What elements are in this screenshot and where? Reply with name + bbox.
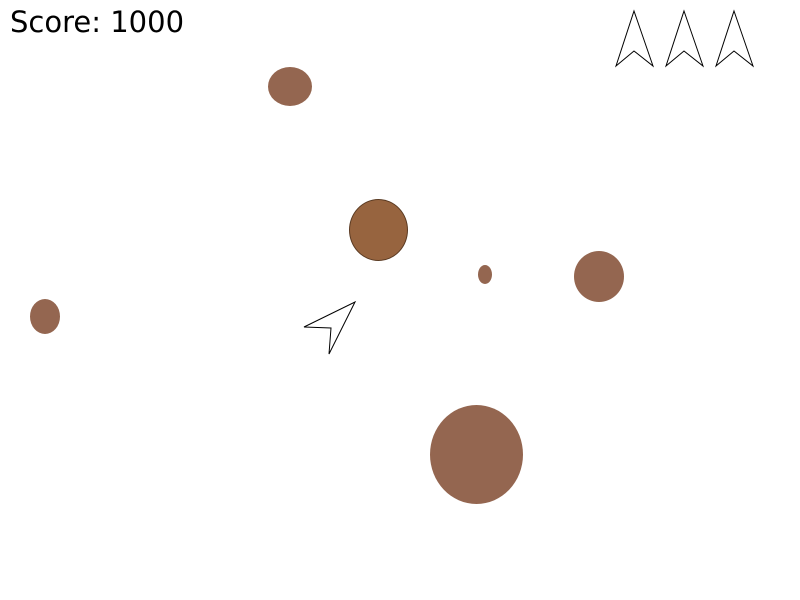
asteroid [268,67,312,106]
life-ship-icon [664,9,705,68]
asteroid [30,299,60,334]
player-ship-icon [303,300,357,355]
asteroid [349,199,408,261]
lives-indicator [612,8,762,72]
asteroid [574,251,624,302]
asteroid [478,265,492,284]
score-display: Score: 1000 [10,5,185,39]
asteroid [430,405,523,504]
life-ship-icon [714,9,755,68]
life-ship-icon [614,9,655,68]
